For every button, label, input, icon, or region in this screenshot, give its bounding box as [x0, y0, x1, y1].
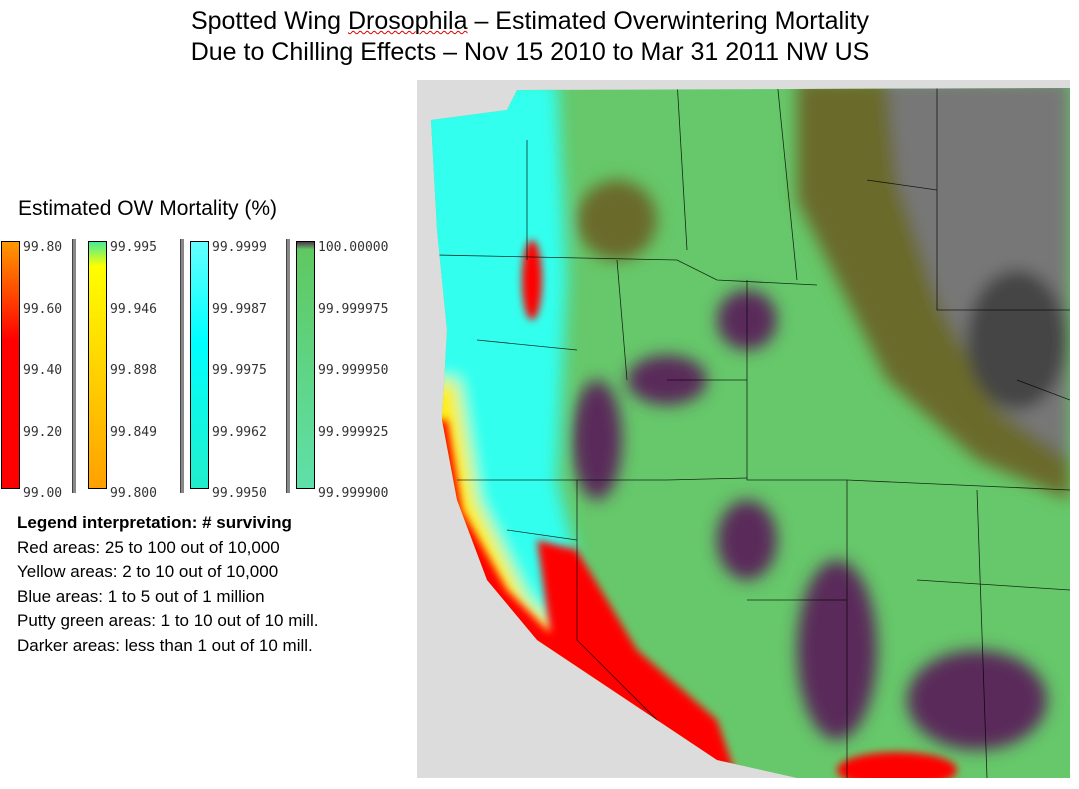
legend-tick-label: 99.999925 [318, 424, 389, 440]
purple-area [717, 500, 777, 580]
legend-tick-label: 99.999975 [318, 301, 389, 317]
legend-tick-label: 99.898 [110, 363, 157, 378]
state-county-borders [436, 88, 1070, 778]
legend-tick-label: 100.00000 [318, 240, 389, 255]
title-line-2: Due to Chilling Effects – Nov 15 2010 to… [190, 38, 870, 66]
legend-tick-label: 99.995 [110, 240, 157, 255]
legend-tick-label: 99.60 [23, 301, 63, 317]
legend-tick-label: 99.9950 [212, 486, 267, 501]
interpretation-line: Yellow areas: 2 to 10 out of 10,000 [17, 562, 279, 582]
mortality-map [417, 80, 1070, 778]
legend-interpretation: Legend interpretation: # surviving Red a… [17, 511, 318, 659]
purple-area [797, 560, 877, 740]
purple-area [572, 380, 622, 500]
legend-tick-label: 99.849 [110, 424, 157, 440]
dark-gray-area [967, 270, 1067, 410]
legend-title: Estimated OW Mortality (%) [18, 197, 278, 220]
legend-tick-label: 99.80 [23, 240, 63, 255]
legend-tick-label: 99.999900 [318, 486, 389, 501]
legend-tick-label: 99.9962 [212, 424, 267, 440]
legend-colorbar-blue [190, 241, 209, 489]
legend-separator [180, 239, 184, 493]
legend-separator [286, 239, 290, 493]
legend-tick-label: 99.00 [23, 486, 63, 501]
purple-area [907, 650, 1047, 750]
interpretation-line: Red areas: 25 to 100 out of 10,000 [17, 537, 280, 557]
legend-separator [72, 239, 76, 493]
legend-tick-label: 99.999950 [318, 363, 389, 378]
title-text: – Estimated Overwintering Mortality [467, 7, 870, 35]
interpretation-heading: Legend interpretation: # surviving [17, 513, 292, 532]
olive-area [577, 180, 657, 260]
legend-tick-label: 99.20 [23, 424, 63, 440]
legend-tick-label: 99.9975 [212, 363, 267, 378]
legend-colorbar-green [296, 241, 315, 489]
legend-tick-label: 99.9987 [212, 301, 267, 317]
legend-tick-label: 99.946 [110, 301, 157, 317]
title-text: Spotted Wing [190, 7, 348, 35]
legend-tick-label: 99.40 [23, 363, 63, 378]
red-area [522, 240, 542, 320]
legend-tick-label: 99.800 [110, 486, 157, 501]
interpretation-line: Darker areas: less than 1 out of 10 mill… [17, 635, 313, 655]
interpretation-line: Blue areas: 1 to 5 out of 1 million [17, 586, 265, 606]
title-line-1: Spotted Wing Drosophila – Estimated Over… [0, 6, 1060, 37]
red-area [837, 752, 957, 778]
legend-tick-label: 99.9999 [212, 240, 267, 255]
title-word: Drosophila [347, 7, 468, 35]
legend-colorbar-yellow [88, 241, 107, 489]
legend-colorbar-red [1, 241, 20, 489]
interpretation-line: Putty green areas: 1 to 10 out of 10 mil… [17, 611, 319, 631]
